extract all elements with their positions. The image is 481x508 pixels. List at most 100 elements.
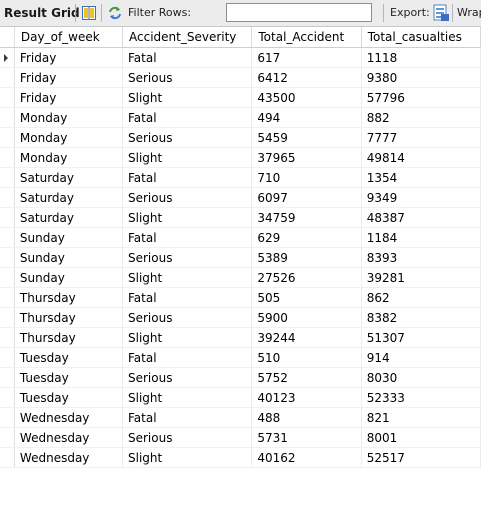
row-header[interactable] [0, 247, 15, 268]
accident-severity-cell[interactable]: Serious [122, 367, 253, 388]
accident-severity-cell[interactable]: Serious [122, 127, 253, 148]
row-header[interactable] [0, 167, 15, 188]
total-casualties-cell[interactable]: 8382 [361, 307, 481, 328]
total-casualties-cell[interactable]: 51307 [361, 327, 481, 348]
table-row[interactable]: Monday Fatal 494 882 [0, 107, 481, 128]
total-accident-cell[interactable]: 37965 [251, 147, 362, 168]
column-header-total-accident[interactable]: Total_Accident [251, 27, 362, 48]
total-casualties-cell[interactable]: 1184 [361, 227, 481, 248]
day-of-week-cell[interactable]: Wednesday [14, 407, 124, 428]
total-accident-cell[interactable]: 5459 [251, 127, 362, 148]
row-header[interactable] [0, 127, 15, 148]
total-casualties-cell[interactable]: 48387 [361, 207, 481, 228]
accident-severity-cell[interactable]: Fatal [122, 347, 253, 368]
row-header[interactable] [0, 347, 15, 368]
total-accident-cell[interactable]: 710 [251, 167, 362, 188]
accident-severity-cell[interactable]: Serious [122, 427, 253, 448]
row-header[interactable] [0, 107, 15, 128]
table-row[interactable]: Monday Serious 5459 7777 [0, 127, 481, 148]
table-row[interactable]: Tuesday Fatal 510 914 [0, 347, 481, 368]
day-of-week-cell[interactable]: Monday [14, 147, 124, 168]
accident-severity-cell[interactable]: Fatal [122, 47, 253, 68]
day-of-week-cell[interactable]: Wednesday [14, 447, 124, 468]
day-of-week-cell[interactable]: Friday [14, 67, 124, 88]
day-of-week-cell[interactable]: Monday [14, 127, 124, 148]
grid-layout-icon[interactable] [82, 6, 96, 20]
table-row[interactable]: Sunday Fatal 629 1184 [0, 227, 481, 248]
day-of-week-cell[interactable]: Tuesday [14, 387, 124, 408]
total-accident-cell[interactable]: 5389 [251, 247, 362, 268]
table-row[interactable]: Tuesday Serious 5752 8030 [0, 367, 481, 388]
accident-severity-cell[interactable]: Fatal [122, 227, 253, 248]
accident-severity-cell[interactable]: Fatal [122, 407, 253, 428]
total-accident-cell[interactable]: 39244 [251, 327, 362, 348]
total-accident-cell[interactable]: 510 [251, 347, 362, 368]
total-casualties-cell[interactable]: 914 [361, 347, 481, 368]
refresh-icon[interactable] [108, 6, 122, 20]
table-row[interactable]: Wednesday Fatal 488 821 [0, 407, 481, 428]
table-row[interactable]: Saturday Fatal 710 1354 [0, 167, 481, 188]
total-accident-cell[interactable]: 43500 [251, 87, 362, 108]
table-row[interactable]: Monday Slight 37965 49814 [0, 147, 481, 168]
table-row[interactable]: Sunday Slight 27526 39281 [0, 267, 481, 288]
day-of-week-cell[interactable]: Sunday [14, 227, 124, 248]
row-header[interactable] [0, 387, 15, 408]
total-casualties-cell[interactable]: 8001 [361, 427, 481, 448]
total-accident-cell[interactable]: 27526 [251, 267, 362, 288]
row-header[interactable] [0, 147, 15, 168]
accident-severity-cell[interactable]: Fatal [122, 287, 253, 308]
day-of-week-cell[interactable]: Thursday [14, 327, 124, 348]
accident-severity-cell[interactable]: Serious [122, 187, 253, 208]
day-of-week-cell[interactable]: Wednesday [14, 427, 124, 448]
row-header[interactable] [0, 47, 15, 68]
day-of-week-cell[interactable]: Friday [14, 47, 124, 68]
total-casualties-cell[interactable]: 57796 [361, 87, 481, 108]
column-header-day-of-week[interactable]: Day_of_week [14, 27, 124, 48]
row-header[interactable] [0, 327, 15, 348]
row-header[interactable] [0, 67, 15, 88]
row-header[interactable] [0, 267, 15, 288]
table-row[interactable]: Saturday Slight 34759 48387 [0, 207, 481, 228]
accident-severity-cell[interactable]: Slight [122, 387, 253, 408]
row-header[interactable] [0, 287, 15, 308]
accident-severity-cell[interactable]: Serious [122, 247, 253, 268]
total-casualties-cell[interactable]: 8393 [361, 247, 481, 268]
row-header[interactable] [0, 227, 15, 248]
day-of-week-cell[interactable]: Saturday [14, 187, 124, 208]
table-row[interactable]: Sunday Serious 5389 8393 [0, 247, 481, 268]
total-accident-cell[interactable]: 5900 [251, 307, 362, 328]
table-row[interactable]: Friday Fatal 617 1118 [0, 47, 481, 68]
day-of-week-cell[interactable]: Thursday [14, 287, 124, 308]
day-of-week-cell[interactable]: Friday [14, 87, 124, 108]
row-header[interactable] [0, 307, 15, 328]
accident-severity-cell[interactable]: Slight [122, 207, 253, 228]
table-row[interactable]: Thursday Serious 5900 8382 [0, 307, 481, 328]
total-accident-cell[interactable]: 6097 [251, 187, 362, 208]
accident-severity-cell[interactable]: Fatal [122, 107, 253, 128]
table-row[interactable]: Wednesday Serious 5731 8001 [0, 427, 481, 448]
total-accident-cell[interactable]: 488 [251, 407, 362, 428]
result-grid[interactable]: Day_of_week Accident_Severity Total_Acci… [0, 27, 481, 508]
row-header[interactable] [0, 427, 15, 448]
total-casualties-cell[interactable]: 821 [361, 407, 481, 428]
total-casualties-cell[interactable]: 8030 [361, 367, 481, 388]
accident-severity-cell[interactable]: Fatal [122, 167, 253, 188]
table-row[interactable]: Tuesday Slight 40123 52333 [0, 387, 481, 408]
accident-severity-cell[interactable]: Serious [122, 67, 253, 88]
day-of-week-cell[interactable]: Saturday [14, 207, 124, 228]
column-header-total-casualties[interactable]: Total_casualties [361, 27, 481, 48]
total-casualties-cell[interactable]: 7777 [361, 127, 481, 148]
table-row[interactable]: Friday Serious 6412 9380 [0, 67, 481, 88]
accident-severity-cell[interactable]: Serious [122, 307, 253, 328]
total-casualties-cell[interactable]: 9380 [361, 67, 481, 88]
row-header[interactable] [0, 187, 15, 208]
export-file-icon[interactable] [432, 4, 450, 22]
accident-severity-cell[interactable]: Slight [122, 87, 253, 108]
filter-rows-input[interactable] [226, 3, 372, 22]
day-of-week-cell[interactable]: Monday [14, 107, 124, 128]
accident-severity-cell[interactable]: Slight [122, 447, 253, 468]
total-casualties-cell[interactable]: 862 [361, 287, 481, 308]
total-accident-cell[interactable]: 34759 [251, 207, 362, 228]
total-casualties-cell[interactable]: 52333 [361, 387, 481, 408]
column-header-accident-severity[interactable]: Accident_Severity [122, 27, 253, 48]
